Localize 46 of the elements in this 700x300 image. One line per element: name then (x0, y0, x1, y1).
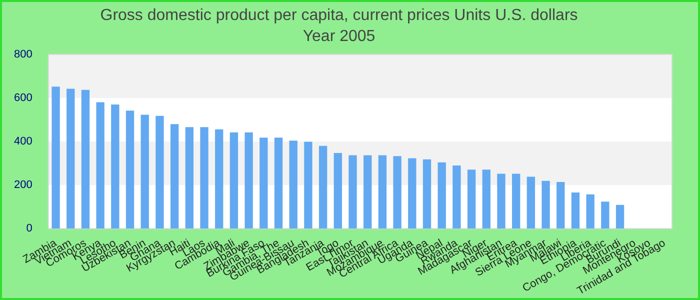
bar (230, 132, 238, 229)
bar (244, 132, 253, 229)
bar (215, 129, 224, 229)
bar (542, 180, 550, 229)
bar (334, 153, 342, 229)
bar (185, 127, 194, 229)
bar (556, 182, 565, 229)
bar (111, 104, 120, 229)
bar (467, 170, 476, 229)
bar (526, 176, 536, 229)
y-tick-label: 800 (14, 48, 32, 60)
bar (140, 114, 149, 229)
bar (586, 194, 594, 229)
bar (452, 165, 461, 229)
bar (289, 140, 298, 229)
bar (438, 162, 446, 229)
bar (348, 155, 357, 229)
bar (260, 138, 268, 229)
chart-subtitle: Year 2005 (302, 28, 376, 46)
bar (482, 170, 490, 229)
bar (408, 158, 416, 229)
bar (96, 102, 104, 229)
bar (274, 138, 283, 229)
y-tick-label: 0 (26, 222, 32, 235)
bar (393, 156, 402, 229)
bar (304, 142, 312, 229)
y-tick-label: 600 (14, 92, 32, 104)
bar (512, 174, 520, 229)
bar (601, 202, 610, 229)
bar (364, 155, 372, 229)
bar (200, 127, 208, 229)
bar (81, 90, 90, 229)
bar (66, 88, 75, 229)
bar (52, 86, 60, 229)
bar (497, 174, 506, 229)
bar (170, 124, 179, 229)
bar (126, 110, 134, 229)
bar (422, 159, 432, 229)
bar (378, 155, 387, 229)
y-tick-label: 200 (14, 179, 32, 192)
chart-title: Gross domestic product per capita, current prices Units U.S. dollars (100, 7, 578, 24)
bar (156, 116, 164, 229)
bar (571, 192, 580, 229)
bar (318, 146, 328, 229)
y-tick-label: 400 (14, 136, 32, 148)
bar (616, 204, 624, 229)
